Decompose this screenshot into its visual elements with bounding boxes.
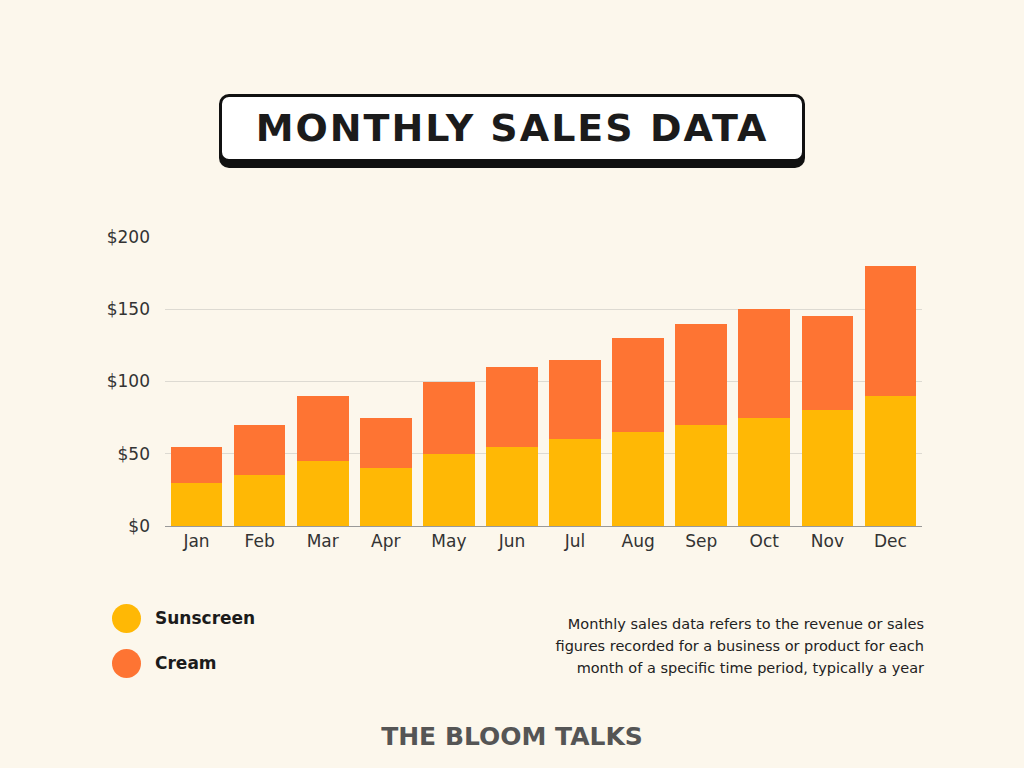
svg-text:$100: $100 <box>107 371 150 391</box>
html-text:Cream: Cream <box>155 653 217 673</box>
svg-text:May: May <box>431 531 466 551</box>
svg-text:Nov: Nov <box>811 531 844 551</box>
html-text:THE BLOOM TALKS: THE BLOOM TALKS <box>381 722 643 751</box>
svg-text:Jul: Jul <box>564 531 586 551</box>
svg-text:$150: $150 <box>107 299 150 319</box>
svg-text:Sep: Sep <box>685 531 717 551</box>
svg-text:Jan: Jan <box>182 531 209 551</box>
html-text:Sunscreen: Sunscreen <box>155 608 256 628</box>
svg-text:Jun: Jun <box>498 531 526 551</box>
svg-text:Apr: Apr <box>371 531 400 551</box>
svg-text:Dec: Dec <box>874 531 907 551</box>
svg-text:Mar: Mar <box>307 531 339 551</box>
svg-text:$50: $50 <box>118 444 150 464</box>
svg-text:$0: $0 <box>128 516 150 536</box>
html-text:Monthly sales data refers to t: Monthly sales data refers to the revenue… <box>555 616 924 676</box>
html-text:MONTHLY SALES DATA: MONTHLY SALES DATA <box>255 106 769 150</box>
svg-text:Feb: Feb <box>245 531 275 551</box>
svg-text:Oct: Oct <box>750 531 780 551</box>
svg-text:$200: $200 <box>107 227 150 247</box>
svg-text:Aug: Aug <box>622 531 655 551</box>
